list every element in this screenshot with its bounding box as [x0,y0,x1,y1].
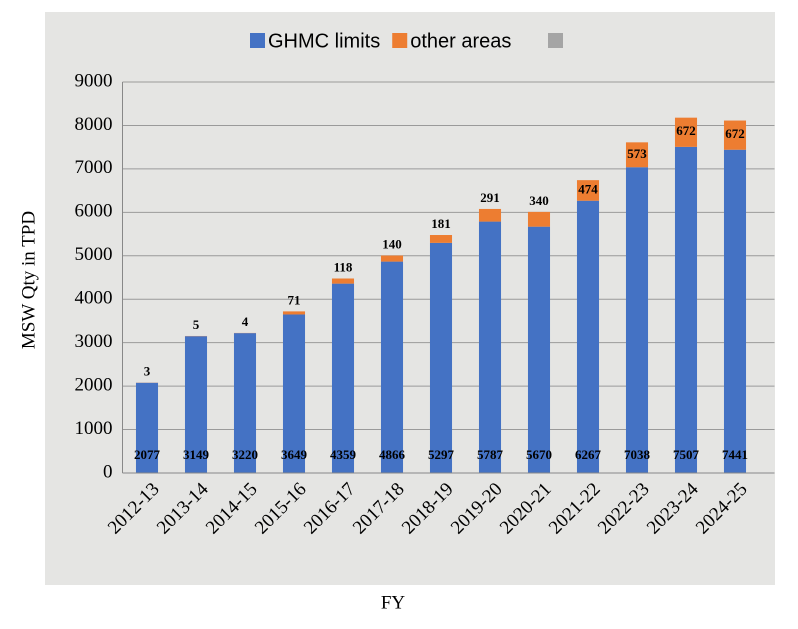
bar-segment [723,120,747,150]
bar-segment [527,226,551,473]
bar-segment [527,211,551,227]
bar-segment [625,142,649,168]
x-axis-label: FY [381,592,406,613]
value-label: 3 [144,364,151,379]
value-label: 291 [480,190,500,205]
bar-segment [380,261,404,473]
bar-segment [380,255,404,262]
legend-label: other areas [410,30,511,52]
bar-segment [429,235,453,243]
value-label: 573 [627,146,647,161]
value-label: 5297 [428,447,455,462]
bar-segment [184,336,208,473]
bar-segment [674,117,698,147]
value-label: 4866 [379,447,406,462]
bar-segment [478,208,502,222]
value-label: 4359 [330,447,357,462]
bar-segment [135,382,159,473]
legend-swatch [250,33,265,48]
legend-label: GHMC limits [268,30,380,52]
y-tick-label: 3000 [75,331,113,352]
bar-segment [674,146,698,473]
y-tick-label: 4000 [75,288,113,309]
value-label: 7038 [624,447,651,462]
value-label: 672 [725,126,745,141]
bar-segment [576,180,600,201]
value-label: 3149 [183,447,210,462]
legend-swatch [392,33,408,48]
bar-segment [331,278,355,284]
value-label: 474 [578,181,598,196]
value-label: 5787 [477,447,504,462]
bar-segment [233,333,257,473]
value-label: 6267 [575,447,602,462]
bar-segment [282,314,306,473]
y-axis-label: MSW Qty in TPD [18,211,39,349]
value-label: 340 [529,193,549,208]
value-label: 3649 [281,447,308,462]
value-label: 71 [288,292,301,307]
value-label: 5670 [526,447,552,462]
value-label: 7507 [673,447,700,462]
plot-background [45,12,775,585]
value-label: 2077 [134,447,161,462]
bar-segment [429,242,453,473]
value-label: 672 [676,123,696,138]
y-tick-label: 1000 [75,418,113,439]
value-label: 7441 [722,447,748,462]
y-tick-label: 8000 [75,114,113,135]
bar-segment [723,149,747,473]
bar-segment [625,167,649,473]
y-tick-label: 9000 [75,70,113,91]
value-label: 181 [431,216,451,231]
value-label: 4 [242,314,249,329]
bar-segment [478,221,502,473]
y-tick-label: 2000 [75,374,113,395]
y-tick-label: 6000 [75,201,113,222]
value-label: 3220 [232,447,258,462]
value-label: 118 [334,259,353,274]
y-tick-label: 0 [103,461,113,482]
value-label: 140 [382,237,402,252]
bar-segment [576,200,600,473]
bar-segment [331,283,355,473]
value-label: 5 [193,317,200,332]
y-tick-label: 7000 [75,157,113,178]
bar-segment [282,311,306,315]
y-tick-label: 5000 [75,244,113,265]
legend-swatch [548,33,563,48]
